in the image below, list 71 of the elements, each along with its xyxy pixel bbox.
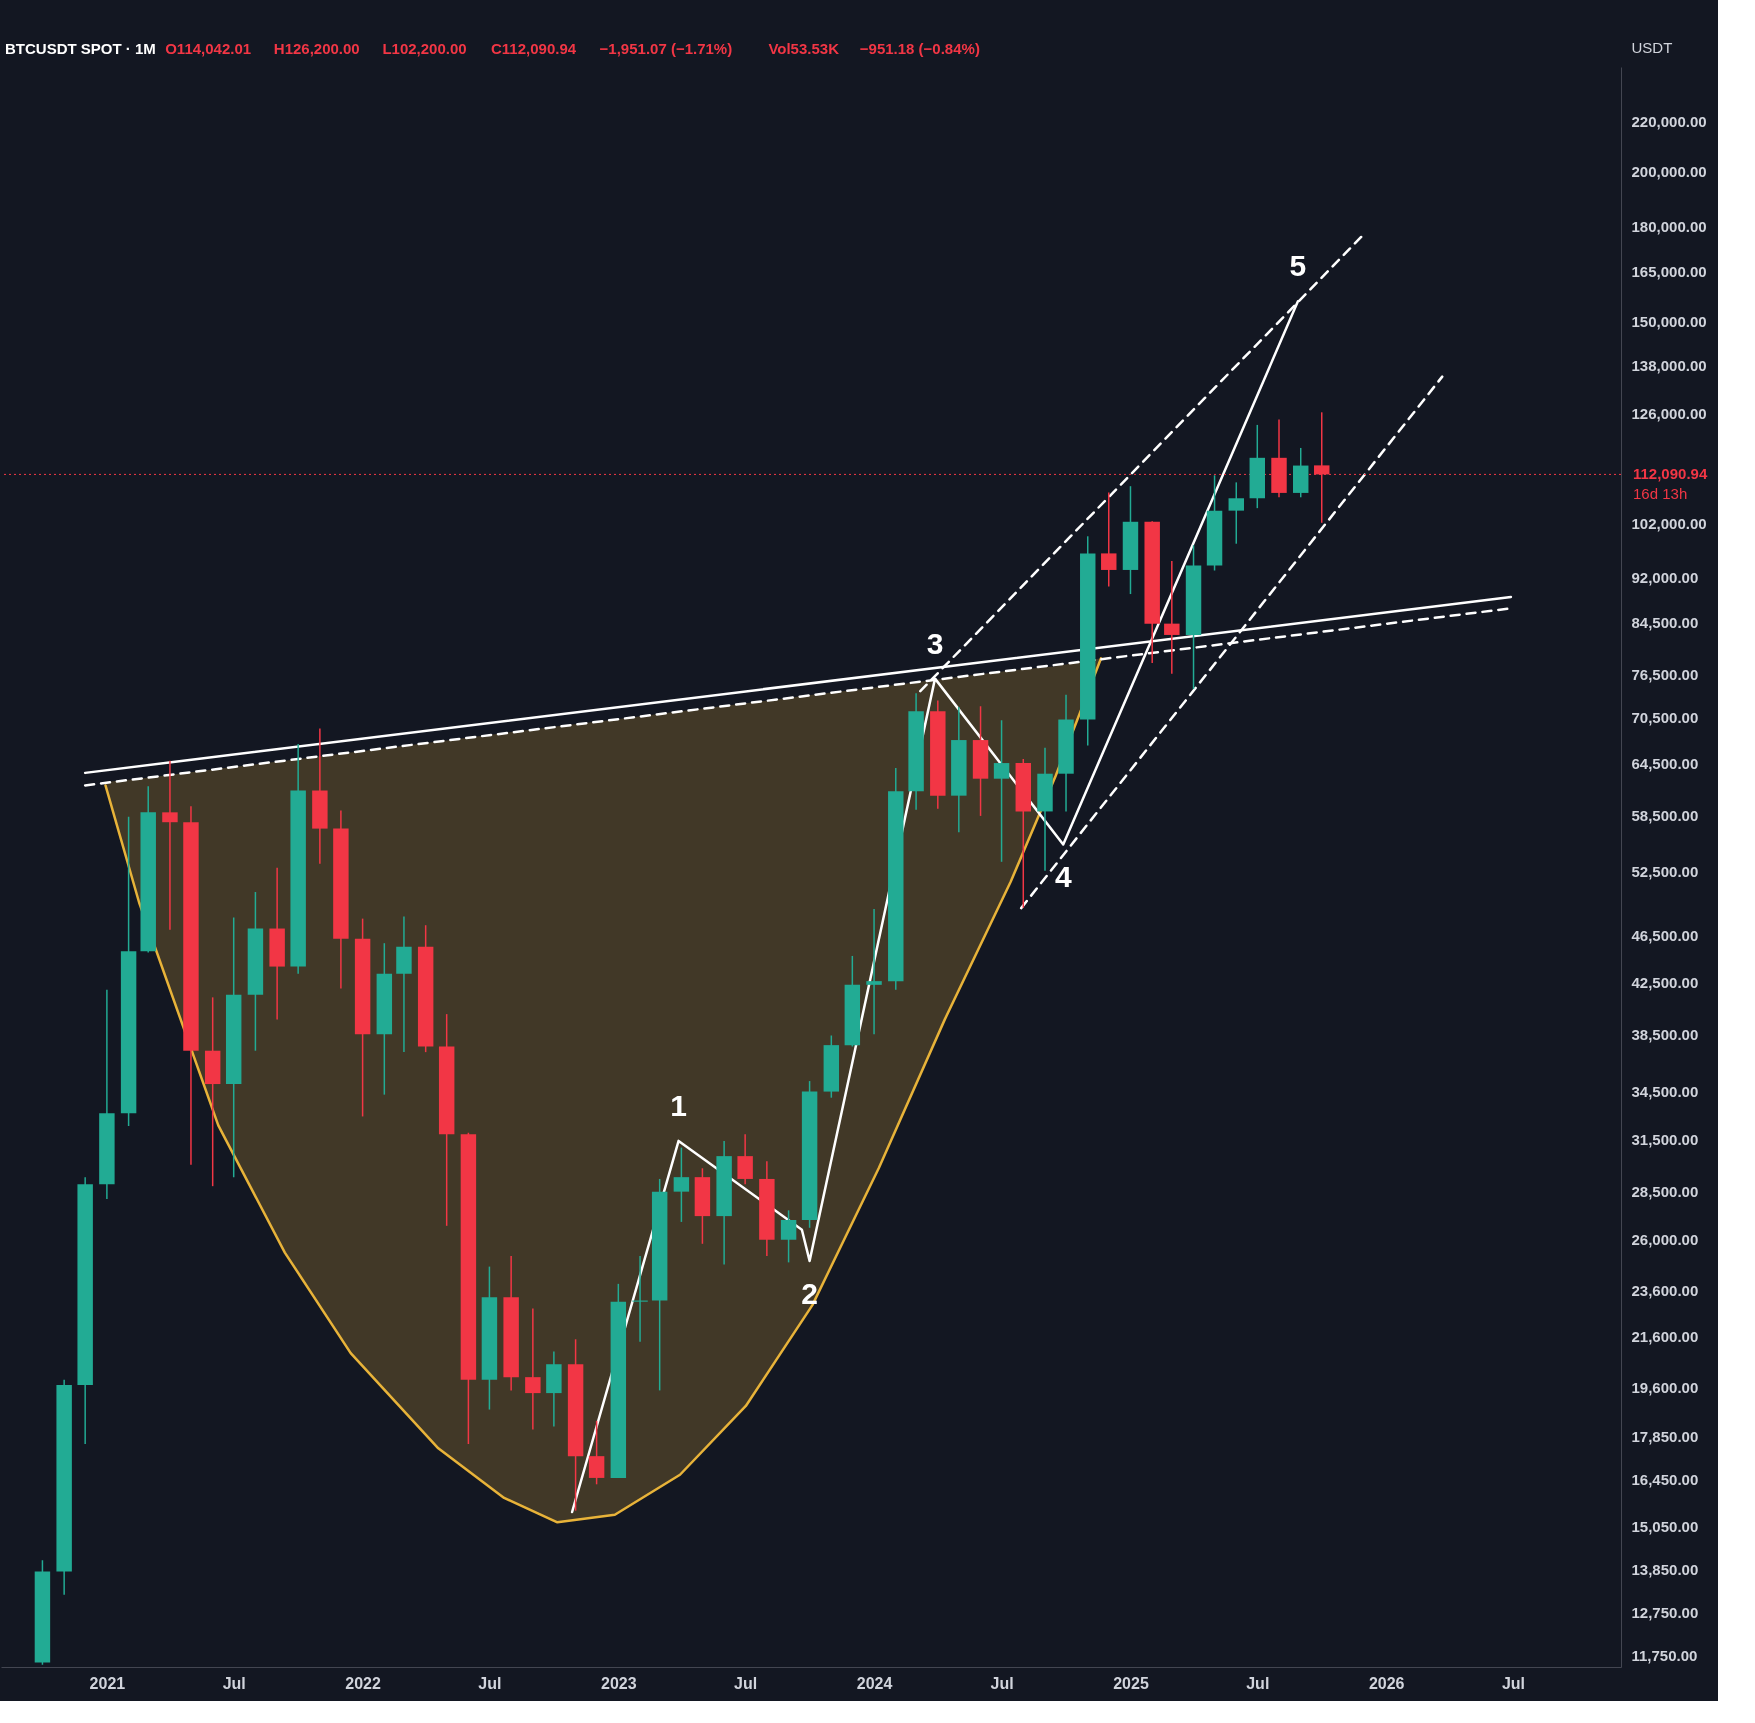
x-tick-label: Jul xyxy=(478,1674,502,1692)
candlestick xyxy=(1164,560,1180,675)
text: −1,951.07 (−1.71%) xyxy=(599,40,733,57)
text: −951.18 (−0.84%) xyxy=(859,40,980,57)
y-tick-label: 84,500.00 xyxy=(1631,613,1699,631)
y-tick-label: 138,000.00 xyxy=(1631,357,1707,374)
y-tick-label: 42,500.00 xyxy=(1631,973,1699,991)
annotation: 1 xyxy=(670,1088,687,1122)
x-tick-label: Jul xyxy=(734,1674,758,1692)
text: L102,200.00 xyxy=(382,40,467,57)
x-tick-label: Jul xyxy=(1246,1674,1270,1692)
annotation: 4 xyxy=(1054,860,1072,894)
y-tick-label: 46,500.00 xyxy=(1631,926,1699,944)
y-tick-label: 31,500.00 xyxy=(1631,1130,1699,1148)
y-tick-label: 13,850.00 xyxy=(1631,1561,1699,1579)
y-tick-label: 126,000.00 xyxy=(1631,404,1707,422)
x-tick-label: 2021 xyxy=(89,1674,126,1692)
y-tick-label: 21,600.00 xyxy=(1631,1328,1699,1346)
annotation: 5 xyxy=(1289,249,1307,283)
y-tick-label: 12,750.00 xyxy=(1631,1604,1699,1622)
y-tick-label: 11,750.00 xyxy=(1631,1647,1698,1665)
x-tick-label: 2026 xyxy=(1368,1674,1405,1692)
y-tick-label: 52,500.00 xyxy=(1631,863,1699,881)
y-tick-label: 28,500.00 xyxy=(1631,1183,1699,1201)
y-tick-label: 70,500.00 xyxy=(1631,708,1699,726)
x-tick-label: 2024 xyxy=(856,1674,893,1692)
y-tick-label: 34,500.00 xyxy=(1631,1083,1699,1101)
candlestick xyxy=(525,1307,541,1431)
y-tick-label: 38,500.00 xyxy=(1631,1025,1699,1043)
y-tick-label: 92,000.00 xyxy=(1631,569,1699,587)
candlestick xyxy=(1101,491,1117,588)
y-tick-label: 150,000.00 xyxy=(1631,313,1707,331)
y-tick-label: 17,850.00 xyxy=(1631,1428,1699,1446)
candlestick xyxy=(632,1255,648,1343)
x-tick-label: Jul xyxy=(990,1674,1014,1692)
x-tick-label: Jul xyxy=(222,1674,246,1692)
text: O114,042.01 xyxy=(165,40,252,57)
y-tick-label: 76,500.00 xyxy=(1631,666,1699,683)
y-tick-label: 64,500.00 xyxy=(1631,755,1699,773)
y-tick-label: 19,600.00 xyxy=(1631,1379,1699,1397)
y-tick-label: 220,000.00 xyxy=(1631,112,1707,130)
y-tick-label: 15,050.00 xyxy=(1631,1517,1699,1535)
x-tick-label: 2023 xyxy=(601,1674,637,1692)
y-tick-label: 165,000.00 xyxy=(1631,263,1707,281)
text: H126,200.00 xyxy=(273,40,360,57)
candlestick xyxy=(993,719,1010,863)
candlestick xyxy=(162,759,178,931)
ref-line-label: 112,090.94 xyxy=(1633,465,1708,483)
candlestick xyxy=(588,1420,605,1486)
y-tick-label: 26,000.00 xyxy=(1631,1231,1699,1249)
x-tick-label: 2025 xyxy=(1113,1674,1149,1692)
text: C112,090.94 xyxy=(491,40,577,57)
text: 16d 13h xyxy=(1633,485,1688,503)
candlestick xyxy=(866,908,882,1035)
y-tick-label: 16,450.00 xyxy=(1631,1471,1699,1488)
y-tick-label: 58,500.00 xyxy=(1631,806,1699,824)
annotation: 3 xyxy=(926,626,944,660)
x-tick-label: Jul xyxy=(1501,1674,1526,1692)
y-tick-label: 200,000.00 xyxy=(1631,162,1707,180)
chart-title: BTCUSDT SPOT · 1M xyxy=(5,40,156,57)
annotation: 2 xyxy=(801,1276,818,1310)
candlestick xyxy=(737,1133,753,1186)
x-tick-label: 2022 xyxy=(345,1674,382,1692)
y-tick-label: 102,000.00 xyxy=(1631,515,1707,533)
y-axis-title: USDT xyxy=(1631,38,1673,56)
y-tick-label: 180,000.00 xyxy=(1631,217,1707,235)
candlestick xyxy=(780,1209,797,1264)
candlestick xyxy=(673,1146,690,1223)
candlestick xyxy=(1228,481,1244,545)
y-tick-label: 23,600.00 xyxy=(1631,1281,1699,1299)
text: Vol53.53K xyxy=(768,40,840,57)
